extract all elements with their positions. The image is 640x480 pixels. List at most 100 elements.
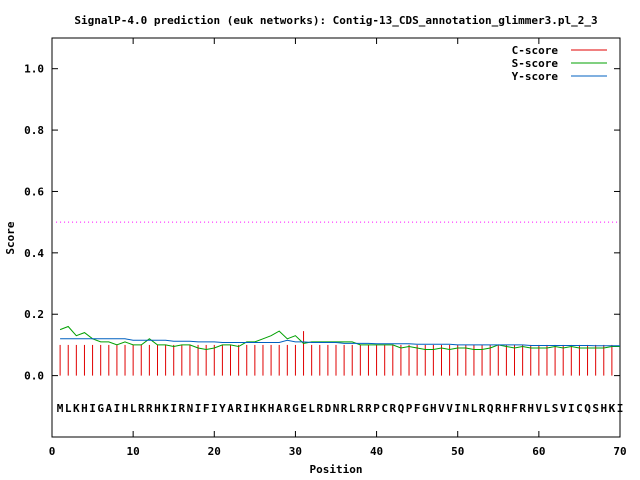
y-score-line bbox=[60, 338, 620, 347]
x-tick-label: 10 bbox=[127, 445, 140, 458]
y-tick-label: 0.4 bbox=[24, 247, 44, 260]
sequence-letter: E bbox=[300, 402, 307, 415]
sequence-letter: H bbox=[81, 402, 88, 415]
sequence-letter: R bbox=[235, 402, 242, 415]
x-tick-label: 0 bbox=[49, 445, 56, 458]
sequence-letter: F bbox=[414, 402, 421, 415]
y-tick-label: 0.0 bbox=[24, 370, 44, 383]
sequence-letter: N bbox=[333, 402, 340, 415]
sequence-letter: H bbox=[430, 402, 437, 415]
sequence-letter: K bbox=[609, 402, 616, 415]
sequence-letter: F bbox=[203, 402, 210, 415]
legend-label: S-score bbox=[512, 57, 559, 70]
sequence-letter: R bbox=[357, 402, 364, 415]
x-tick-label: 30 bbox=[289, 445, 302, 458]
sequence-letter: R bbox=[138, 402, 145, 415]
sequence-letter: R bbox=[365, 402, 372, 415]
sequence-letter: R bbox=[495, 402, 502, 415]
sequence-letter: A bbox=[227, 402, 234, 415]
sequence-letter: C bbox=[381, 402, 388, 415]
x-tick-label: 50 bbox=[451, 445, 464, 458]
sequence-letter: G bbox=[292, 402, 299, 415]
series-y-score bbox=[60, 338, 620, 347]
sequence-letter: M bbox=[57, 402, 64, 415]
sequence-letter: N bbox=[187, 402, 194, 415]
sequence-letter: K bbox=[73, 402, 80, 415]
sequence-letter: P bbox=[406, 402, 413, 415]
sequence-letter: L bbox=[308, 402, 315, 415]
sequence-letter: H bbox=[154, 402, 161, 415]
sequence-letter: V bbox=[536, 402, 543, 415]
legend-label: C-score bbox=[512, 44, 559, 57]
sequence-letter: Y bbox=[219, 402, 226, 415]
sequence-letter: H bbox=[527, 402, 534, 415]
tick-marks: 0 10 20 30 40 50 60 70 0.0 0.2 0.4 0.6 0.8 1.0 bbox=[24, 38, 627, 458]
sequence-letter: R bbox=[479, 402, 486, 415]
sequence-letter: D bbox=[325, 402, 332, 415]
sequence-letter: I bbox=[195, 402, 202, 415]
sequence-letter: P bbox=[373, 402, 380, 415]
y-tick-label: 0.2 bbox=[24, 308, 44, 321]
sequence-letter: I bbox=[568, 402, 575, 415]
x-axis-label: Position bbox=[310, 463, 363, 476]
sequence-letter: Q bbox=[398, 402, 405, 415]
plot-frame bbox=[51, 37, 621, 438]
sequence-letter: L bbox=[349, 402, 356, 415]
y-tick-label: 0.8 bbox=[24, 124, 44, 137]
sequence-letter: I bbox=[243, 402, 250, 415]
sequence-letter: V bbox=[438, 402, 445, 415]
sequence-letter: Q bbox=[584, 402, 591, 415]
sequence-letter: I bbox=[114, 402, 121, 415]
series-group bbox=[59, 325, 620, 376]
sequence-letter: R bbox=[179, 402, 186, 415]
sequence-letter: Q bbox=[487, 402, 494, 415]
x-tick-label: 70 bbox=[613, 445, 626, 458]
sequence-letter: K bbox=[162, 402, 169, 415]
sequence-letter: L bbox=[65, 402, 72, 415]
sequence-letter: R bbox=[146, 402, 153, 415]
y-tick-label: 1.0 bbox=[24, 63, 44, 76]
x-tick-label: 60 bbox=[532, 445, 545, 458]
sequence-letter: L bbox=[130, 402, 137, 415]
sequence-letter: L bbox=[471, 402, 478, 415]
sequence-letter: V bbox=[446, 402, 453, 415]
y-tick-label: 0.6 bbox=[24, 185, 44, 198]
sequence-letter: R bbox=[284, 402, 291, 415]
series-c-score bbox=[59, 331, 613, 376]
sequence-letter: S bbox=[552, 402, 559, 415]
sequence-letter: H bbox=[600, 402, 607, 415]
x-tick-label: 40 bbox=[370, 445, 383, 458]
sequence-letter: K bbox=[260, 402, 267, 415]
sequence-letter: I bbox=[617, 402, 624, 415]
sequence-letter: S bbox=[592, 402, 599, 415]
sequence-letter: A bbox=[105, 402, 112, 415]
sequence-letter: R bbox=[389, 402, 396, 415]
sequence-letter: L bbox=[544, 402, 551, 415]
sequence-letter: G bbox=[422, 402, 429, 415]
sequence-letter: R bbox=[519, 402, 526, 415]
legend-label: Y-score bbox=[512, 70, 559, 83]
sequence-letter: F bbox=[511, 402, 518, 415]
sequence-letter: I bbox=[89, 402, 96, 415]
y-axis-label: Score bbox=[4, 221, 17, 254]
x-tick-label: 20 bbox=[208, 445, 221, 458]
sequence-letter: V bbox=[560, 402, 567, 415]
sequence-letter: C bbox=[576, 402, 583, 415]
series-s-score bbox=[59, 325, 620, 351]
sequence-letter: N bbox=[463, 402, 470, 415]
sequence-letter: H bbox=[122, 402, 129, 415]
sequence-letter: I bbox=[170, 402, 177, 415]
sequence-letter: H bbox=[268, 402, 275, 415]
sequence-letter: H bbox=[252, 402, 259, 415]
sequence-letter: R bbox=[316, 402, 323, 415]
sequence-letter: I bbox=[454, 402, 461, 415]
sequence-letter: I bbox=[211, 402, 218, 415]
sequence-letter: H bbox=[503, 402, 510, 415]
s-score-line bbox=[59, 325, 620, 351]
sequence-letter: R bbox=[341, 402, 348, 415]
sequence-letter: A bbox=[276, 402, 283, 415]
sequence-letter: G bbox=[97, 402, 104, 415]
